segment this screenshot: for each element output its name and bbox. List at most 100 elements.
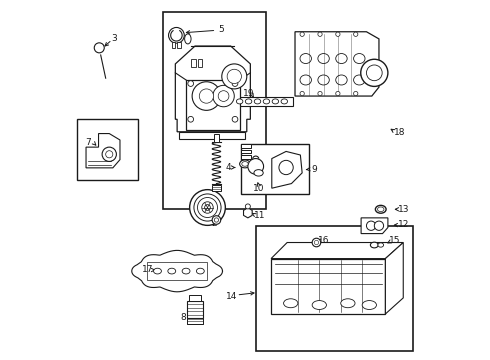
- Text: 15: 15: [389, 236, 401, 245]
- Ellipse shape: [284, 299, 298, 308]
- Bar: [172, 42, 175, 48]
- Circle shape: [248, 158, 264, 174]
- Ellipse shape: [237, 99, 243, 104]
- Ellipse shape: [196, 268, 204, 274]
- Ellipse shape: [300, 75, 312, 85]
- Polygon shape: [86, 134, 120, 168]
- Text: 4: 4: [225, 163, 231, 172]
- Ellipse shape: [336, 54, 347, 64]
- Bar: [242, 155, 251, 158]
- Text: 2: 2: [212, 219, 218, 228]
- Circle shape: [336, 91, 340, 96]
- Ellipse shape: [272, 99, 279, 104]
- Text: 8: 8: [181, 313, 186, 322]
- Bar: [186, 80, 240, 130]
- Bar: [189, 295, 201, 301]
- Ellipse shape: [318, 54, 329, 64]
- Circle shape: [232, 81, 238, 86]
- Bar: [177, 42, 181, 48]
- Circle shape: [205, 204, 210, 210]
- Text: 5: 5: [218, 25, 223, 34]
- Bar: [242, 150, 251, 153]
- Polygon shape: [271, 243, 403, 258]
- Ellipse shape: [240, 160, 250, 168]
- Ellipse shape: [245, 99, 252, 104]
- Circle shape: [214, 218, 219, 222]
- Circle shape: [300, 32, 304, 36]
- Polygon shape: [295, 32, 379, 96]
- Circle shape: [192, 82, 220, 111]
- Ellipse shape: [354, 75, 365, 85]
- Circle shape: [188, 116, 194, 122]
- Ellipse shape: [362, 301, 376, 310]
- Text: 10: 10: [252, 184, 264, 193]
- Ellipse shape: [300, 54, 312, 64]
- Ellipse shape: [375, 205, 386, 213]
- Circle shape: [106, 151, 113, 158]
- Circle shape: [199, 89, 214, 103]
- Circle shape: [300, 91, 304, 96]
- Circle shape: [314, 240, 319, 245]
- Circle shape: [190, 190, 225, 225]
- Polygon shape: [231, 97, 293, 106]
- Circle shape: [188, 81, 194, 86]
- Circle shape: [222, 64, 247, 89]
- Polygon shape: [179, 132, 245, 139]
- Ellipse shape: [281, 99, 288, 104]
- Circle shape: [318, 32, 322, 36]
- Text: 6: 6: [250, 161, 256, 170]
- Bar: [163, 12, 267, 208]
- Ellipse shape: [168, 268, 176, 274]
- Text: 3: 3: [112, 34, 118, 43]
- Circle shape: [212, 216, 220, 224]
- Text: 18: 18: [393, 129, 405, 138]
- Ellipse shape: [370, 242, 378, 248]
- Bar: [198, 59, 202, 67]
- Ellipse shape: [254, 99, 261, 104]
- Circle shape: [202, 202, 213, 213]
- Ellipse shape: [378, 243, 384, 247]
- Circle shape: [318, 91, 322, 96]
- Circle shape: [354, 32, 358, 36]
- Circle shape: [336, 32, 340, 36]
- Bar: [212, 185, 220, 192]
- Bar: [147, 262, 207, 280]
- Circle shape: [245, 204, 250, 209]
- Ellipse shape: [312, 301, 326, 310]
- Polygon shape: [175, 46, 250, 132]
- Ellipse shape: [254, 170, 263, 176]
- Text: 9: 9: [311, 165, 317, 174]
- Circle shape: [169, 27, 184, 43]
- Bar: [242, 144, 251, 148]
- Bar: [187, 318, 203, 324]
- Circle shape: [367, 65, 382, 81]
- Text: 17: 17: [142, 265, 153, 274]
- Bar: [256, 226, 413, 351]
- Polygon shape: [244, 208, 252, 218]
- Polygon shape: [386, 243, 403, 314]
- Ellipse shape: [185, 34, 191, 44]
- Text: 11: 11: [253, 211, 265, 220]
- Circle shape: [227, 69, 242, 84]
- Ellipse shape: [341, 299, 355, 308]
- Ellipse shape: [336, 75, 347, 85]
- Circle shape: [367, 221, 376, 230]
- Bar: [214, 134, 219, 143]
- Circle shape: [232, 116, 238, 122]
- Bar: [77, 119, 138, 180]
- Circle shape: [102, 147, 117, 161]
- Polygon shape: [361, 218, 388, 234]
- Ellipse shape: [263, 99, 270, 104]
- Circle shape: [279, 160, 293, 175]
- Ellipse shape: [318, 75, 329, 85]
- Polygon shape: [271, 258, 386, 314]
- Text: 19: 19: [243, 89, 254, 98]
- Ellipse shape: [153, 268, 161, 274]
- Circle shape: [374, 221, 384, 230]
- Circle shape: [194, 194, 221, 221]
- Text: 13: 13: [398, 205, 409, 214]
- Ellipse shape: [242, 162, 248, 166]
- Bar: [242, 144, 309, 194]
- Bar: [187, 301, 203, 318]
- Circle shape: [361, 59, 388, 86]
